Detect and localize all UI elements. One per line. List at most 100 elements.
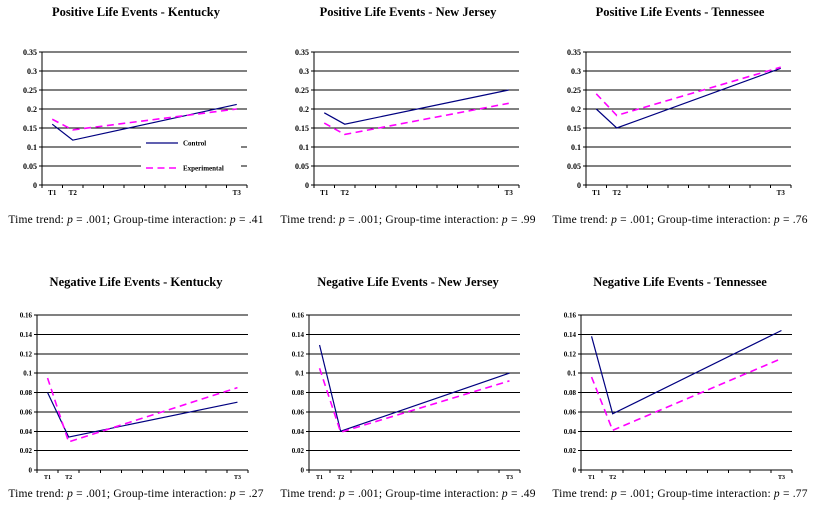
y-tick-label: 0.35 [567, 48, 581, 57]
y-tick-label: 0.25 [295, 86, 309, 95]
line-plot: 0.35 0.3 0.25 0.2 0.15 0.1 0.05 0 T1 T2 T3 [295, 48, 520, 197]
legend-experimental-label: Experimental [183, 165, 224, 173]
experimental-line [318, 368, 510, 434]
y-tick-label: 0.15 [567, 124, 581, 133]
x-tick-label: T1 [320, 189, 329, 197]
chart-negative-life-events-tennessee: Negative Life Events - Tennessee 0.16 0.1… [544, 260, 816, 516]
experimental-line [595, 66, 781, 117]
x-tick-label: T3 [777, 189, 786, 197]
y-tick-label: 0.04 [20, 428, 33, 436]
stats-caption: Time trend: p = .001; Group-time interac… [272, 488, 544, 500]
y-tick-label: 0.05 [23, 162, 37, 171]
x-tick-label: T3 [505, 189, 514, 197]
chart-title: Positive Life Events - Kentucky [51, 5, 221, 19]
legend-item-bg [141, 161, 241, 175]
control-line [595, 67, 781, 129]
stats-caption: Time trend: p = .001; Group-time interac… [0, 488, 272, 500]
x-tick-label: T1 [316, 475, 323, 481]
p-symbol: p [339, 488, 346, 500]
stats-caption: Time trend: p = .001; Group-time interac… [0, 214, 272, 226]
y-tick-label: 0.02 [20, 447, 33, 455]
x-tick-label: T3 [506, 475, 513, 481]
y-tick-label: 0.1 [567, 370, 576, 378]
caption-text: Time trend: [552, 214, 612, 226]
control-line [51, 103, 237, 141]
y-tick-label: 0.1 [571, 143, 581, 152]
caption-text: Time trend: [8, 488, 68, 500]
caption-text: Time trend: [280, 214, 340, 226]
control-line [318, 344, 510, 433]
y-tick-label: 0.2 [27, 105, 37, 114]
chart-positive-life-events-tennessee: Positive Life Events - Tennessee 0.35 0.3… [544, 0, 816, 260]
p-symbol: p [501, 488, 508, 500]
y-tick-label: 0.08 [564, 389, 577, 397]
y-tick-label: 0.16 [292, 312, 305, 320]
y-tick-label: 0 [301, 467, 305, 475]
y-tick-label: 0.3 [27, 67, 37, 76]
y-tick-label: 0.1 [299, 143, 309, 152]
caption-text: = .001; Group-time interaction: [345, 214, 502, 226]
caption-text: = .001; Group-time interaction: [617, 214, 774, 226]
x-tick-label: T3 [234, 475, 241, 481]
chart-positive-life-events-new-jersey: Positive Life Events - New Jersey 0.35 0.… [272, 0, 544, 260]
y-tick-label: 0.14 [564, 331, 577, 339]
y-tick-label: 0.1 [27, 143, 37, 152]
x-tick-label: T3 [778, 475, 785, 481]
p-symbol: p [67, 214, 74, 226]
caption-text: = .41 [235, 214, 264, 226]
caption-text: = .001; Group-time interaction: [73, 488, 230, 500]
stats-caption: Time trend: p = .001; Group-time interac… [272, 214, 544, 226]
y-tick-label: 0.16 [20, 312, 33, 320]
chart-negative-life-events-kentucky: Negative Life Events - Kentucky 0.16 0.14… [0, 260, 272, 516]
line-plot: 0.35 0.3 0.25 0.2 0.15 0.1 0.05 0 T1 T2 T3 [567, 48, 792, 197]
y-tick-label: 0.06 [292, 408, 305, 416]
chart-title: Negative Life Events - Kentucky [49, 275, 223, 289]
line-plot: 0.16 0.14 0.12 0.1 0.08 0.06 0.04 0.02 0 T1 T2 T3 [20, 312, 249, 481]
p-symbol: p [339, 214, 346, 226]
y-tick-label: 0.04 [564, 428, 577, 436]
y-tick-label: 0.02 [564, 447, 577, 455]
y-tick-label: 0.12 [20, 350, 33, 358]
y-tick-label: 0.25 [23, 86, 37, 95]
chart-title: Negative Life Events - New Jersey [317, 275, 499, 289]
y-tick-label: 0.15 [295, 124, 309, 133]
y-tick-label: 0.12 [564, 350, 577, 358]
caption-text: = .76 [779, 214, 808, 226]
stats-caption: Time trend: p = .001; Group-time interac… [544, 214, 816, 226]
p-symbol: p [229, 488, 236, 500]
chart-title: Negative Life Events - Tennessee [593, 275, 767, 289]
line-plot: 0.16 0.14 0.12 0.1 0.08 0.06 0.04 0.02 0 T1 T2 T3 [564, 312, 793, 481]
p-symbol: p [67, 488, 74, 500]
experimental-line [590, 357, 782, 432]
y-tick-label: 0.16 [564, 312, 577, 320]
x-tick-label: T2 [613, 189, 622, 197]
legend-item-bg [141, 136, 241, 150]
y-tick-label: 0.05 [567, 162, 581, 171]
y-tick-label: 0.06 [564, 408, 577, 416]
caption-text: = .001; Group-time interaction: [617, 488, 774, 500]
chart-title: Positive Life Events - Tennessee [595, 5, 765, 19]
y-tick-label: 0 [577, 181, 581, 190]
x-tick-label: T2 [69, 189, 78, 197]
experimental-line [46, 377, 238, 443]
p-symbol: p [773, 488, 780, 500]
x-tick-label: T1 [588, 475, 595, 481]
y-tick-label: 0.04 [292, 428, 305, 436]
caption-text: Time trend: [552, 488, 612, 500]
y-tick-label: 0.14 [292, 331, 305, 339]
y-tick-label: 0 [305, 181, 309, 190]
y-tick-label: 0.02 [292, 447, 305, 455]
x-tick-label: T1 [592, 189, 601, 197]
experimental-line [323, 102, 509, 136]
p-symbol: p [773, 214, 780, 226]
x-tick-label: T2 [609, 475, 616, 481]
caption-text: = .001; Group-time interaction: [73, 214, 230, 226]
y-tick-label: 0.1 [23, 370, 32, 378]
stats-caption: Time trend: p = .001; Group-time interac… [544, 488, 816, 500]
y-tick-label: 0.12 [292, 350, 305, 358]
caption-text: = .99 [507, 214, 536, 226]
chart-negative-life-events-new-jersey: Negative Life Events - New Jersey 0.16 0.… [272, 260, 544, 516]
caption-text: = .001; Group-time interaction: [345, 488, 502, 500]
control-line [47, 392, 238, 438]
